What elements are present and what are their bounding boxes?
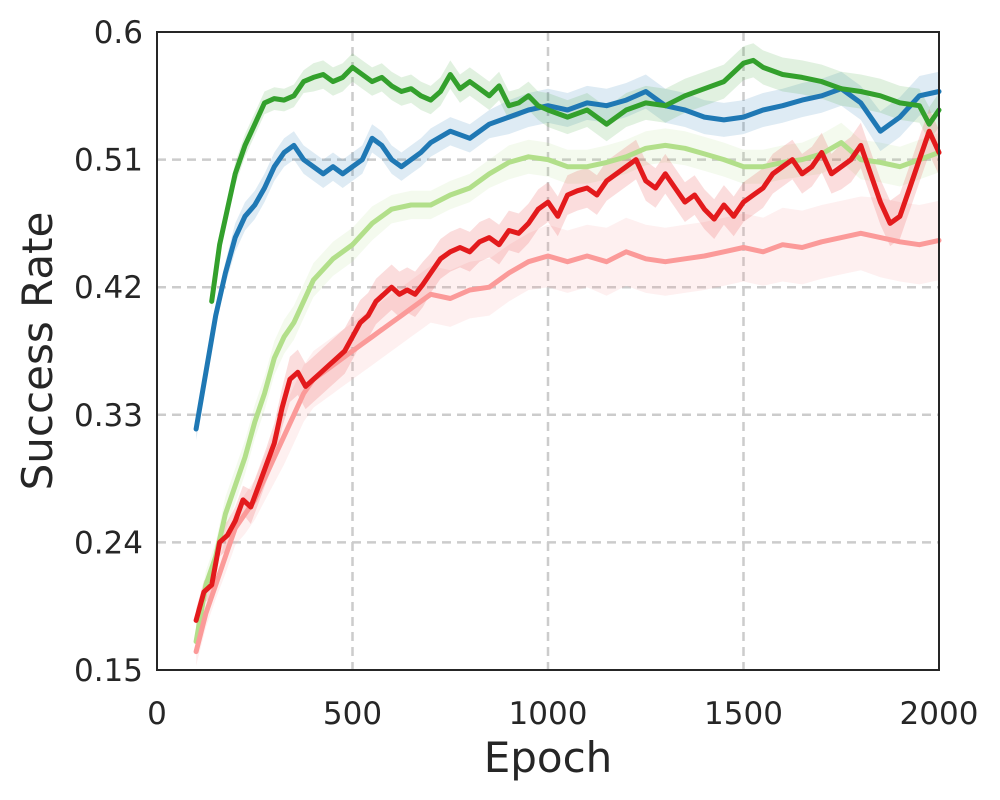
y-tick-labels: 0.15 0.24 0.33 0.42 0.51 0.6 <box>74 15 143 689</box>
y-axis-title: Success Rate <box>13 212 62 491</box>
x-tick-label-0: 0 <box>147 696 167 732</box>
series-band-1 <box>196 196 940 666</box>
y-tick-label-1: 0.24 <box>74 525 143 561</box>
y-tick-label-4: 0.51 <box>74 143 143 179</box>
series-lines <box>193 57 942 655</box>
series-line-4 <box>193 128 942 623</box>
x-tick-label-3: 1500 <box>704 696 783 732</box>
y-tick-label-3: 0.42 <box>74 270 143 306</box>
series-line-1 <box>193 230 942 655</box>
y-tick-label-5: 0.6 <box>94 15 143 51</box>
y-tick-label-2: 0.33 <box>74 398 143 434</box>
plot-frame <box>156 31 940 671</box>
series-line-3 <box>209 57 942 304</box>
series-line-2 <box>193 86 942 432</box>
y-tick-label-0: 0.15 <box>74 653 143 689</box>
x-tick-label-4: 2000 <box>900 696 979 732</box>
x-axis-title: Epoch <box>484 733 613 782</box>
x-tick-label-2: 1000 <box>509 696 588 732</box>
x-tick-label-1: 500 <box>323 696 382 732</box>
series-band-0 <box>196 122 940 656</box>
x-tick-labels: 0 500 1000 1500 2000 <box>147 696 978 732</box>
